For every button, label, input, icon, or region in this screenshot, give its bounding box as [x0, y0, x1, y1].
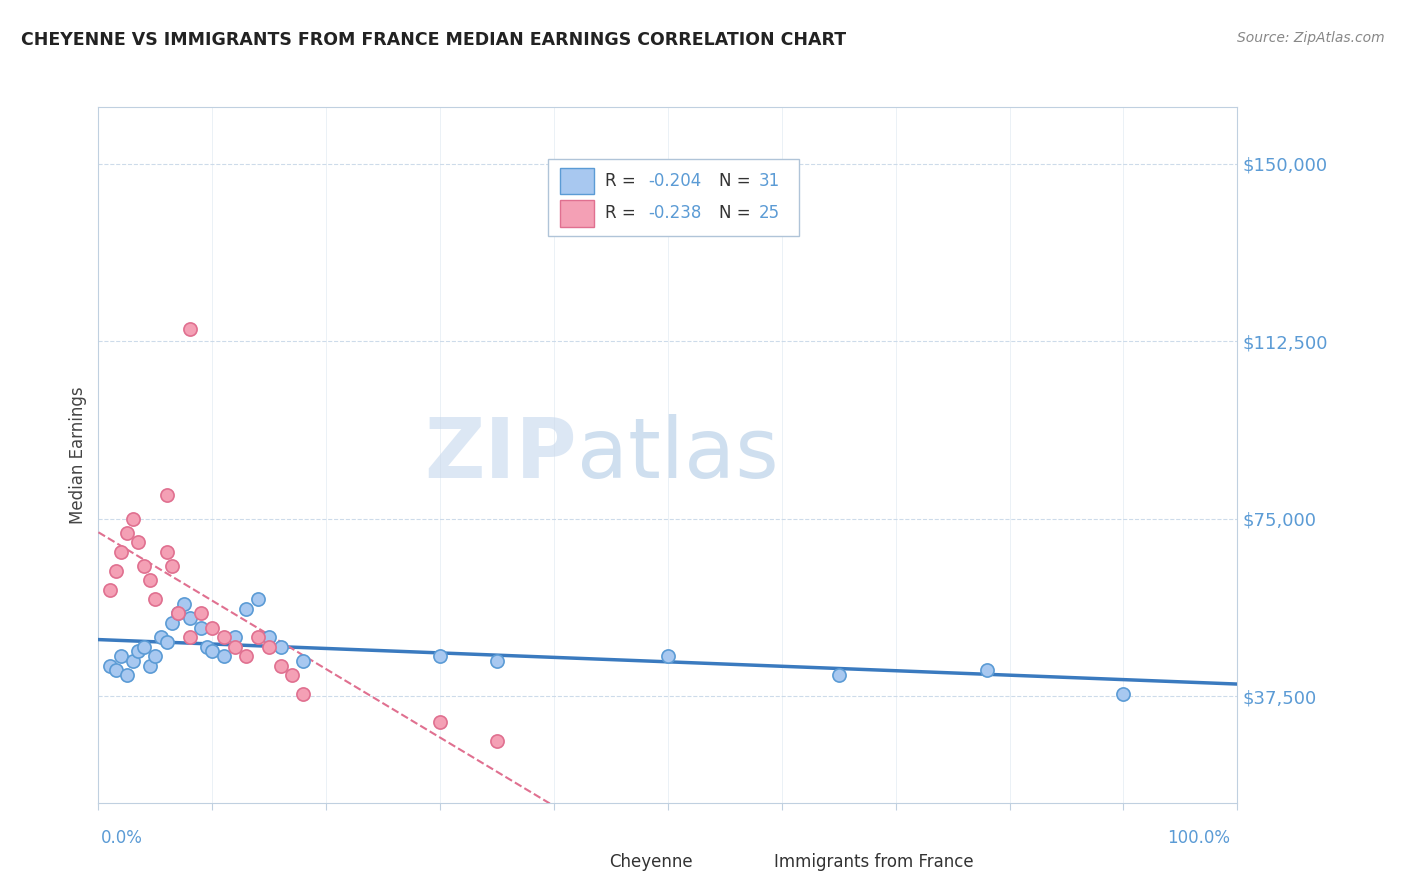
FancyBboxPatch shape	[560, 201, 593, 227]
Point	[132, 640, 155, 654]
Point	[115, 526, 138, 541]
Point	[201, 644, 224, 658]
Point	[190, 607, 212, 621]
Point	[212, 649, 235, 664]
Text: 0.0%: 0.0%	[101, 830, 143, 847]
Point	[145, 649, 167, 664]
Point	[1112, 687, 1135, 701]
Text: Immigrants from France: Immigrants from France	[773, 853, 973, 871]
Point	[270, 640, 292, 654]
Point	[281, 668, 304, 682]
Point	[179, 322, 201, 336]
Point	[98, 582, 121, 597]
Point	[104, 564, 127, 578]
Point	[132, 559, 155, 574]
Point	[156, 635, 179, 649]
Point	[179, 630, 201, 644]
Point	[98, 658, 121, 673]
FancyBboxPatch shape	[560, 168, 593, 194]
Point	[162, 559, 184, 574]
Point	[235, 601, 257, 615]
Point	[292, 687, 315, 701]
Point	[429, 649, 451, 664]
Point	[259, 630, 281, 644]
Point	[121, 512, 143, 526]
Point	[246, 630, 269, 644]
Point	[145, 592, 167, 607]
Point	[429, 715, 451, 730]
Text: N =: N =	[718, 172, 756, 190]
FancyBboxPatch shape	[731, 849, 765, 874]
Point	[138, 658, 160, 673]
Point	[486, 734, 509, 748]
Point	[121, 654, 143, 668]
Point	[246, 592, 269, 607]
Point	[173, 597, 195, 611]
Text: R =: R =	[605, 172, 641, 190]
Point	[127, 644, 149, 658]
FancyBboxPatch shape	[565, 849, 599, 874]
Point	[156, 545, 179, 559]
Point	[212, 630, 235, 644]
Text: -0.238: -0.238	[648, 204, 702, 222]
Text: ZIP: ZIP	[425, 415, 576, 495]
Point	[110, 649, 132, 664]
Point	[115, 668, 138, 682]
Text: CHEYENNE VS IMMIGRANTS FROM FRANCE MEDIAN EARNINGS CORRELATION CHART: CHEYENNE VS IMMIGRANTS FROM FRANCE MEDIA…	[21, 31, 846, 49]
Point	[224, 630, 246, 644]
Point	[259, 640, 281, 654]
Point	[201, 621, 224, 635]
Point	[104, 663, 127, 677]
Point	[167, 607, 190, 621]
Text: 31: 31	[759, 172, 780, 190]
FancyBboxPatch shape	[548, 159, 799, 235]
Point	[127, 535, 149, 549]
Text: R =: R =	[605, 204, 641, 222]
Text: 25: 25	[759, 204, 780, 222]
Point	[270, 658, 292, 673]
Point	[976, 663, 998, 677]
Text: Source: ZipAtlas.com: Source: ZipAtlas.com	[1237, 31, 1385, 45]
Text: N =: N =	[718, 204, 756, 222]
Text: 100.0%: 100.0%	[1167, 830, 1230, 847]
Point	[486, 654, 509, 668]
Y-axis label: Median Earnings: Median Earnings	[69, 386, 87, 524]
Point	[657, 649, 679, 664]
Point	[224, 640, 246, 654]
Point	[156, 488, 179, 502]
Point	[179, 611, 201, 625]
Point	[110, 545, 132, 559]
Point	[235, 649, 257, 664]
Text: atlas: atlas	[576, 415, 779, 495]
Point	[828, 668, 851, 682]
Text: Cheyenne: Cheyenne	[609, 853, 692, 871]
Point	[150, 630, 173, 644]
Point	[167, 607, 190, 621]
Point	[162, 615, 184, 630]
Point	[138, 574, 160, 588]
Point	[190, 621, 212, 635]
Point	[292, 654, 315, 668]
Text: -0.204: -0.204	[648, 172, 702, 190]
Point	[195, 640, 218, 654]
